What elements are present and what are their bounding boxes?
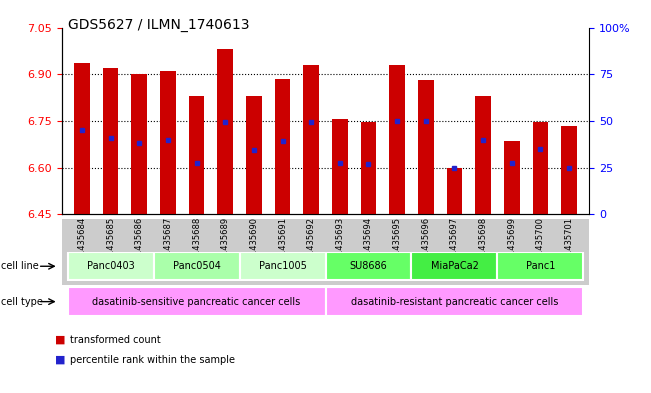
Text: ■: ■ bbox=[55, 335, 66, 345]
Bar bbox=[246, 96, 262, 214]
Text: MiaPaCa2: MiaPaCa2 bbox=[430, 261, 478, 271]
Bar bbox=[68, 287, 326, 316]
Text: cell type: cell type bbox=[1, 297, 43, 307]
Text: cell line: cell line bbox=[1, 261, 39, 271]
Bar bbox=[447, 168, 462, 214]
Bar bbox=[533, 122, 548, 214]
Bar bbox=[561, 125, 577, 214]
Text: dasatinib-resistant pancreatic cancer cells: dasatinib-resistant pancreatic cancer ce… bbox=[351, 297, 558, 307]
Text: Panc1: Panc1 bbox=[526, 261, 555, 271]
Bar bbox=[418, 81, 434, 214]
Text: GDS5627 / ILMN_1740613: GDS5627 / ILMN_1740613 bbox=[68, 18, 250, 32]
Bar bbox=[389, 65, 405, 214]
Bar bbox=[240, 252, 326, 281]
Bar bbox=[74, 63, 90, 214]
Text: ■: ■ bbox=[55, 354, 66, 365]
Text: Panc1005: Panc1005 bbox=[258, 261, 307, 271]
Bar bbox=[332, 119, 348, 214]
Bar bbox=[411, 252, 497, 281]
Bar bbox=[189, 96, 204, 214]
Bar bbox=[303, 65, 319, 214]
Bar bbox=[504, 141, 519, 214]
Text: dasatinib-sensitive pancreatic cancer cells: dasatinib-sensitive pancreatic cancer ce… bbox=[92, 297, 301, 307]
Bar bbox=[154, 252, 240, 281]
Bar bbox=[68, 252, 154, 281]
Bar bbox=[497, 252, 583, 281]
Text: Panc0403: Panc0403 bbox=[87, 261, 135, 271]
Text: Panc0504: Panc0504 bbox=[173, 261, 221, 271]
Bar bbox=[132, 74, 147, 214]
Bar bbox=[103, 68, 118, 214]
Text: SU8686: SU8686 bbox=[350, 261, 387, 271]
Bar bbox=[326, 252, 411, 281]
Text: percentile rank within the sample: percentile rank within the sample bbox=[70, 354, 234, 365]
Bar bbox=[475, 96, 491, 214]
Bar bbox=[275, 79, 290, 214]
Bar bbox=[326, 287, 583, 316]
Bar bbox=[217, 49, 233, 214]
Text: transformed count: transformed count bbox=[70, 335, 160, 345]
Bar bbox=[160, 71, 176, 214]
Bar bbox=[361, 122, 376, 214]
